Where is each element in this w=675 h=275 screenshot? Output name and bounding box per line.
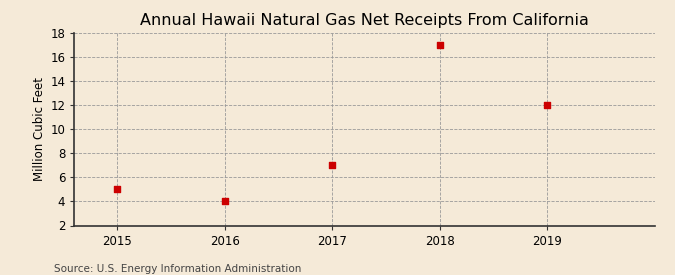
Title: Annual Hawaii Natural Gas Net Receipts From California: Annual Hawaii Natural Gas Net Receipts F… — [140, 13, 589, 28]
Text: Source: U.S. Energy Information Administration: Source: U.S. Energy Information Administ… — [54, 264, 301, 274]
Point — [112, 187, 123, 192]
Y-axis label: Million Cubic Feet: Million Cubic Feet — [33, 77, 46, 181]
Point — [327, 163, 338, 167]
Point — [542, 103, 553, 107]
Point — [434, 43, 445, 47]
Point — [219, 199, 230, 204]
